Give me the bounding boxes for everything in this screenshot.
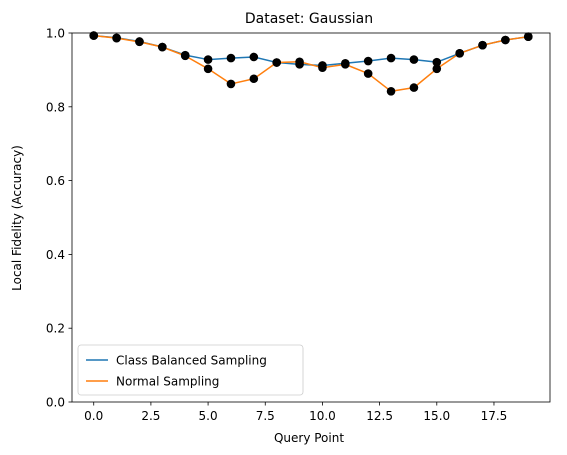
legend: Class Balanced Sampling Normal Sampling <box>77 344 304 396</box>
data-point <box>203 64 213 74</box>
data-point <box>295 57 304 67</box>
data-point <box>432 64 442 74</box>
data-point <box>363 56 373 66</box>
data-point <box>249 52 259 62</box>
data-point <box>89 31 99 40</box>
x-tick-label: 2.5 <box>141 409 160 423</box>
legend-box <box>77 344 304 396</box>
data-point <box>409 83 419 92</box>
y-tick-label: 0.0 <box>46 396 65 410</box>
x-tick-label: 12.5 <box>366 409 393 423</box>
data-point <box>363 69 373 78</box>
data-point <box>180 51 190 61</box>
data-point <box>135 37 144 47</box>
y-tick-label: 0.6 <box>46 174 65 188</box>
chart-title: Dataset: Gaussian <box>245 11 373 27</box>
data-point <box>226 79 236 89</box>
data-point <box>203 55 213 64</box>
data-point <box>455 48 464 58</box>
x-tick-label: 7.5 <box>256 409 275 423</box>
x-tick-label: 5.0 <box>199 409 218 423</box>
data-point <box>501 35 510 45</box>
data-point <box>112 33 121 43</box>
data-point <box>341 60 350 69</box>
y-axis: 0.0 0.2 0.4 0.6 0.8 1.0 <box>46 27 72 410</box>
data-point <box>158 42 167 52</box>
y-axis-title: Local Fidelity (Accuracy) <box>10 145 24 291</box>
series-line-2 <box>93 34 529 93</box>
data-point <box>318 63 327 72</box>
x-axis: 0.0 2.5 5.0 7.5 10.0 12.5 15.0 17.5 <box>84 402 507 423</box>
data-point <box>409 55 419 64</box>
data-point <box>432 57 442 67</box>
data-point <box>226 53 236 63</box>
x-tick-label: 0.0 <box>84 409 103 423</box>
y-tick-label: 0.2 <box>46 322 65 336</box>
x-tick-label: 10.0 <box>309 409 336 423</box>
series-line-1 <box>93 34 529 67</box>
x-axis-title: Query Point <box>274 431 344 445</box>
data-point <box>478 40 487 50</box>
x-tick-label: 17.5 <box>481 409 508 423</box>
x-tick-label: 15.0 <box>423 409 450 423</box>
y-tick-label: 1.0 <box>46 27 65 41</box>
data-point <box>386 87 396 96</box>
y-tick-label: 0.4 <box>46 248 65 262</box>
data-point <box>386 53 396 63</box>
data-point <box>272 58 281 67</box>
y-tick-label: 0.8 <box>46 100 65 114</box>
data-point <box>523 32 533 41</box>
data-point <box>249 74 259 84</box>
legend-label: Class Balanced Sampling <box>116 354 267 368</box>
plot-area <box>71 31 551 403</box>
legend-label: Normal Sampling <box>116 375 219 389</box>
plot-frame <box>71 32 551 403</box>
